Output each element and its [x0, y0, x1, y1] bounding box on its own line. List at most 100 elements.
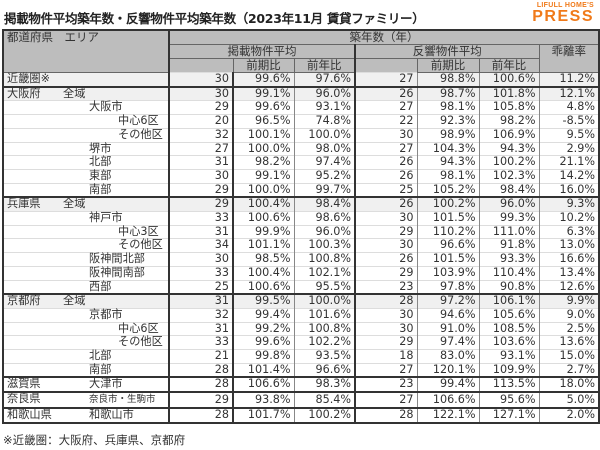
area-cell: 中心6区 [2, 321, 170, 336]
table-row: 大阪市 29 99.6% 93.1% 27 98.1% 105.8% 4.8% [2, 100, 600, 115]
listed-age-cell: 29 [168, 182, 234, 198]
response-yoy-cell: 93.3% [478, 252, 540, 267]
listed-age-cell: 30 [168, 85, 234, 101]
response-age-cell: 29 [354, 224, 418, 239]
area-cell: 兵庫県 全域 [2, 196, 170, 212]
area-cell: 神戸市 [2, 211, 170, 226]
response-yoy-cell: 103.6% [478, 335, 540, 350]
area-label: 阪神間北部 [89, 252, 145, 266]
listed-qoq-cell: 101.7% [232, 406, 295, 423]
table-row: 北部 21 99.8% 93.5% 18 83.0% 93.1% 15.0% [2, 349, 600, 364]
response-yoy-cell: 96.0% [478, 196, 540, 212]
area-label: その他区 [118, 335, 163, 349]
area-cell: 滋賀県 大津市 [2, 376, 170, 393]
area-label: 奈良市・生駒市 [89, 394, 156, 406]
header-gap-rate: 乖離率 [538, 44, 600, 73]
area-cell: その他区 [2, 238, 170, 253]
listed-yoy-cell: 98.0% [293, 141, 356, 156]
listed-qoq-cell: 99.1% [232, 168, 295, 184]
area-cell: 京都市 [2, 307, 170, 323]
logo-wordmark: PRESS [532, 8, 594, 25]
gap-rate-cell: 16.6% [538, 252, 600, 267]
area-label: 大阪市 [89, 100, 123, 114]
table-row: 大阪府 全域 30 99.1% 96.0% 26 98.7% 101.8% 12.1% [2, 85, 600, 101]
listed-age-cell: 25 [168, 279, 234, 295]
prefecture-label: 近畿圏※ [7, 72, 50, 85]
listed-qoq-cell: 93.8% [232, 391, 295, 408]
area-label: 全域 [63, 294, 86, 308]
response-qoq-cell: 97.2% [416, 293, 480, 309]
area-label: 阪神間南部 [89, 265, 145, 279]
gap-rate-cell: 5.0% [538, 391, 600, 408]
response-yoy-cell: 106.1% [478, 293, 540, 309]
table-row: その他区 34 101.1% 100.3% 30 96.6% 91.8% 13.0% [2, 238, 600, 253]
area-cell: 大阪市 [2, 100, 170, 115]
response-qoq-cell: 122.1% [416, 406, 480, 423]
response-age-cell: 26 [354, 196, 418, 212]
listed-age-cell: 27 [168, 141, 234, 156]
area-cell: 南部 [2, 362, 170, 378]
listed-qoq-cell: 99.8% [232, 349, 295, 364]
area-cell: 堺市 [2, 141, 170, 156]
listed-age-cell: 28 [168, 362, 234, 378]
area-label: 京都市 [89, 307, 123, 321]
response-qoq-cell: 120.1% [416, 362, 480, 378]
listed-age-cell: 28 [168, 406, 234, 423]
table-row: 京都市 32 99.4% 101.6% 30 94.6% 105.6% 9.0% [2, 307, 600, 323]
table-row: 南部 28 101.4% 96.6% 27 120.1% 109.9% 2.7% [2, 362, 600, 378]
table-body: 近畿圏※ 30 99.6% 97.6% 27 98.8% 100.6% 11.2% 大阪府 全域 3… [2, 71, 600, 423]
response-age-cell: 27 [354, 141, 418, 156]
response-yoy-cell: 111.0% [478, 224, 540, 239]
header-area: 都道府県 エリア [2, 29, 170, 73]
table-row: その他区 33 99.6% 102.2% 29 97.4% 103.6% 13.6% [2, 335, 600, 350]
response-yoy-cell: 101.8% [478, 85, 540, 101]
response-age-cell: 30 [354, 238, 418, 253]
response-qoq-cell: 97.4% [416, 335, 480, 350]
response-yoy-cell: 102.3% [478, 168, 540, 184]
table-row: 奈良県 奈良市・生駒市 29 93.8% 85.4% 27 106.6% 95.6% 5.0% [2, 391, 600, 408]
response-qoq-cell: 100.2% [416, 196, 480, 212]
listed-yoy-cell: 99.7% [293, 182, 356, 198]
table-row: 東部 30 99.1% 95.2% 26 98.1% 102.3% 14.2% [2, 168, 600, 184]
response-age-cell: 25 [354, 182, 418, 198]
listed-yoy-cell: 96.0% [293, 224, 356, 239]
listed-yoy-cell: 101.6% [293, 307, 356, 323]
table-row: 中心3区 31 99.9% 96.0% 29 110.2% 111.0% 6.3% [2, 224, 600, 239]
listed-yoy-cell: 100.3% [293, 238, 356, 253]
listed-age-cell: 34 [168, 238, 234, 253]
gap-rate-cell: -8.5% [538, 114, 600, 129]
listed-yoy-cell: 102.2% [293, 335, 356, 350]
response-yoy-cell: 109.9% [478, 362, 540, 378]
listed-qoq-cell: 99.6% [232, 335, 295, 350]
listed-age-cell: 21 [168, 349, 234, 364]
gap-rate-cell: 21.1% [538, 155, 600, 170]
table-row: その他区 32 100.1% 100.0% 30 98.9% 106.9% 9.5% [2, 127, 600, 143]
response-age-cell: 29 [354, 265, 418, 281]
listed-qoq-cell: 99.2% [232, 321, 295, 336]
response-yoy-cell: 100.2% [478, 155, 540, 170]
area-label: 南部 [89, 362, 112, 376]
area-cell: 北部 [2, 155, 170, 170]
area-cell: 中心3区 [2, 224, 170, 239]
listed-yoy-cell: 100.2% [293, 406, 356, 423]
listed-age-cell: 31 [168, 321, 234, 336]
response-yoy-cell: 95.6% [478, 391, 540, 408]
prefecture-label: 大阪府 [7, 86, 41, 100]
listed-yoy-cell: 96.6% [293, 362, 356, 378]
area-label: 中心6区 [118, 321, 159, 335]
area-label: 和歌山市 [89, 407, 134, 421]
listed-age-cell: 29 [168, 196, 234, 212]
gap-rate-cell: 9.5% [538, 127, 600, 143]
listed-qoq-cell: 100.1% [232, 127, 295, 143]
header-listed-qoq: 前期比 [232, 58, 295, 73]
area-cell: 和歌山県 和歌山市 [2, 406, 170, 423]
header-listed-yoy: 前年比 [293, 58, 356, 73]
prefecture-label: 奈良県 [7, 392, 41, 406]
response-qoq-cell: 94.3% [416, 155, 480, 170]
listed-qoq-cell: 100.4% [232, 265, 295, 281]
area-label: 北部 [89, 349, 112, 363]
header-building-age: 築年数（年） [168, 29, 600, 45]
listed-yoy-cell: 98.6% [293, 211, 356, 226]
area-label: その他区 [118, 127, 163, 141]
response-yoy-cell: 105.6% [478, 307, 540, 323]
